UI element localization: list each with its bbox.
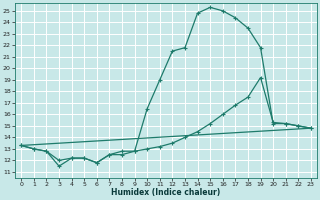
X-axis label: Humidex (Indice chaleur): Humidex (Indice chaleur) (111, 188, 221, 197)
